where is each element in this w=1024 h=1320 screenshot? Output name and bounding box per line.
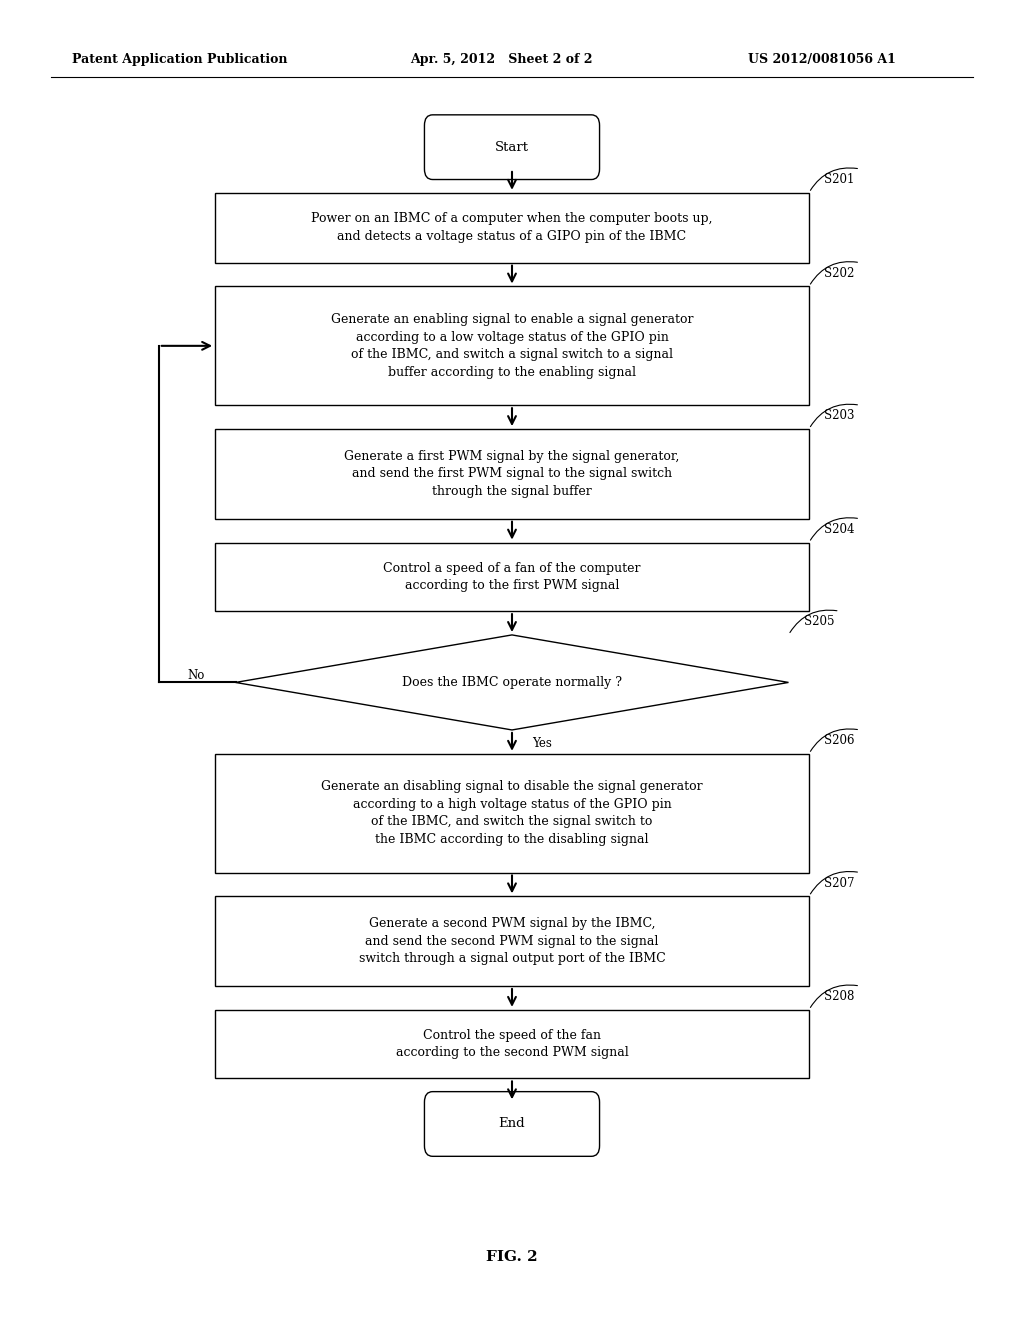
FancyBboxPatch shape [424,1092,599,1156]
Text: Does the IBMC operate normally ?: Does the IBMC operate normally ? [402,676,622,689]
Text: Generate a first PWM signal by the signal generator,
and send the first PWM sign: Generate a first PWM signal by the signa… [344,450,680,498]
FancyBboxPatch shape [215,429,809,519]
Polygon shape [236,635,788,730]
Text: S205: S205 [804,615,835,628]
FancyBboxPatch shape [424,115,599,180]
FancyBboxPatch shape [215,193,809,263]
Text: S206: S206 [824,734,855,747]
Text: Control a speed of a fan of the computer
according to the first PWM signal: Control a speed of a fan of the computer… [383,561,641,593]
Text: S201: S201 [824,173,855,186]
Text: No: No [187,669,205,682]
Text: S207: S207 [824,876,855,890]
Text: Power on an IBMC of a computer when the computer boots up,
and detects a voltage: Power on an IBMC of a computer when the … [311,213,713,243]
Text: Start: Start [495,141,529,153]
FancyBboxPatch shape [215,754,809,873]
FancyBboxPatch shape [215,896,809,986]
Text: US 2012/0081056 A1: US 2012/0081056 A1 [748,53,895,66]
FancyBboxPatch shape [215,1010,809,1078]
Text: S204: S204 [824,523,855,536]
Text: S208: S208 [824,990,855,1003]
Text: End: End [499,1118,525,1130]
Text: Patent Application Publication: Patent Application Publication [72,53,287,66]
Text: Generate an enabling signal to enable a signal generator
according to a low volt: Generate an enabling signal to enable a … [331,313,693,379]
FancyBboxPatch shape [215,286,809,405]
Text: Apr. 5, 2012   Sheet 2 of 2: Apr. 5, 2012 Sheet 2 of 2 [410,53,592,66]
Text: S203: S203 [824,409,855,422]
Text: Control the speed of the fan
according to the second PWM signal: Control the speed of the fan according t… [395,1028,629,1060]
Text: Yes: Yes [532,737,552,750]
Text: FIG. 2: FIG. 2 [486,1250,538,1263]
Text: S202: S202 [824,267,855,280]
Text: Generate a second PWM signal by the IBMC,
and send the second PWM signal to the : Generate a second PWM signal by the IBMC… [358,917,666,965]
FancyBboxPatch shape [215,543,809,611]
Text: Generate an disabling signal to disable the signal generator
according to a high: Generate an disabling signal to disable … [322,780,702,846]
